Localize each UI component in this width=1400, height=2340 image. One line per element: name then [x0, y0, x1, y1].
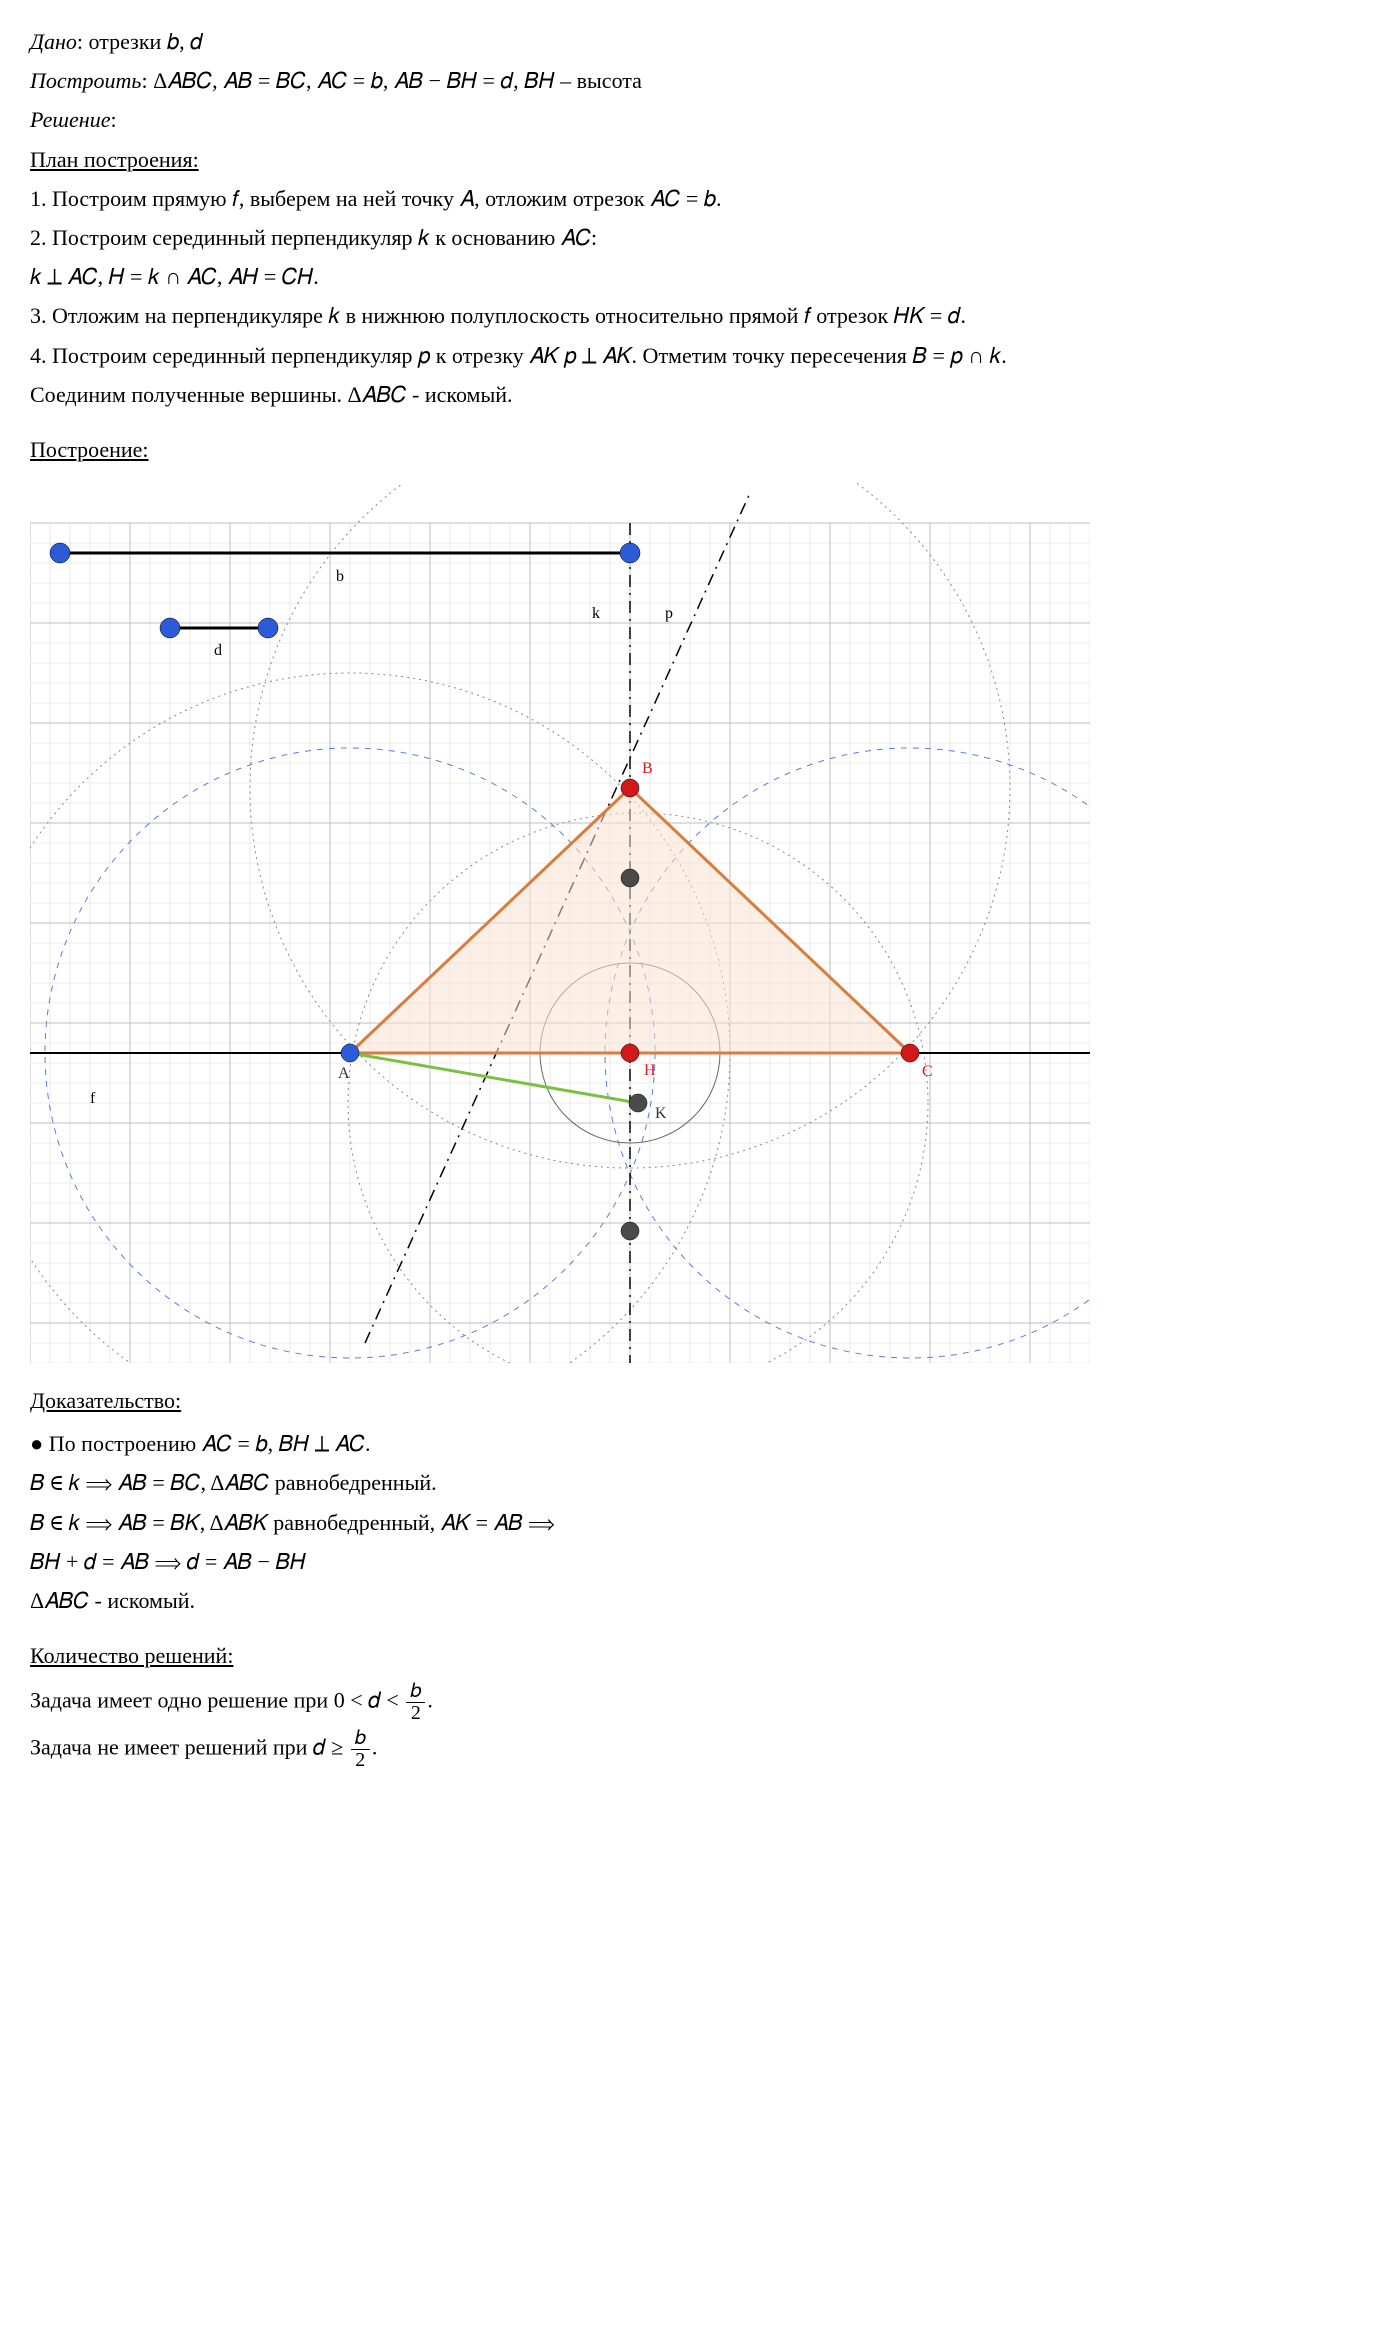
frac-den: 2 — [406, 1703, 425, 1724]
construct-label: Построить — [30, 68, 141, 93]
plan-step-final: Соединим полученные вершины. Δ𝐴𝐵𝐶 - иско… — [30, 377, 1370, 412]
solution-line: Решение: — [30, 102, 1370, 137]
svg-text:K: K — [655, 1105, 667, 1122]
period-2: . — [372, 1735, 378, 1760]
diagram-svg: b d k p f A C B H K — [30, 483, 1090, 1363]
plan-step-3: 3. Отложим на перпендикуляре 𝑘 в нижнюю … — [30, 298, 1370, 333]
svg-text:p: p — [665, 605, 673, 622]
proof-line-3: 𝐵 ∈ 𝑘 ⟹ 𝐴𝐵 = 𝐵𝐾, Δ𝐴𝐵𝐾 равнобедренный, 𝐴𝐾… — [30, 1505, 1370, 1540]
frac-num-2: 𝑏 — [351, 1728, 370, 1750]
proof-line-2: 𝐵 ∈ 𝑘 ⟹ 𝐴𝐵 = 𝐵𝐶, Δ𝐴𝐵𝐶 равнобедренный. — [30, 1465, 1370, 1500]
plan-title: План построения: — [30, 142, 1370, 177]
construct-line: Построить: Δ𝐴𝐵𝐶, 𝐴𝐵 = 𝐵𝐶, 𝐴𝐶 = 𝑏, 𝐴𝐵 − 𝐵… — [30, 63, 1370, 98]
svg-text:f: f — [90, 1090, 96, 1107]
solutions-line-2-prefix: Задача не имеет решений при 𝑑 ≥ — [30, 1735, 349, 1760]
proof-line-1: По построению 𝐴𝐶 = 𝑏, 𝐵𝐻 ⊥ 𝐴𝐶. — [30, 1426, 1370, 1461]
svg-text:H: H — [644, 1062, 656, 1079]
frac-num: 𝑏 — [406, 1681, 425, 1703]
proof-title: Доказательство: — [30, 1383, 1370, 1418]
construct-text: : Δ𝐴𝐵𝐶, 𝐴𝐵 = 𝐵𝐶, 𝐴𝐶 = 𝑏, 𝐴𝐵 − 𝐵𝐻 = 𝑑, 𝐵𝐻… — [141, 68, 641, 93]
solution-colon: : — [110, 107, 116, 132]
geometry-diagram: b d k p f A C B H K — [30, 483, 1090, 1363]
plan-step-1: 1. Построим прямую 𝑓, выберем на ней точ… — [30, 181, 1370, 216]
plan-step-2b: 𝑘 ⊥ 𝐴𝐶, 𝐻 = 𝑘 ∩ 𝐴𝐶, 𝐴𝐻 = 𝐶𝐻. — [30, 259, 1370, 294]
solutions-line-1-prefix: Задача имеет одно решение при 0 < 𝑑 < — [30, 1688, 404, 1713]
construction-title: Построение: — [30, 432, 1370, 467]
frac-den-2: 2 — [351, 1750, 370, 1771]
plan-step-4: 4. Построим серединный перпендикуляр 𝑝 к… — [30, 338, 1370, 373]
given-label: Дано — [30, 29, 77, 54]
svg-text:B: B — [642, 760, 653, 777]
proof-line-5: Δ𝐴𝐵𝐶 - искомый. — [30, 1583, 1370, 1618]
fraction-2: 𝑏2 — [351, 1728, 370, 1771]
solutions-line-1: Задача имеет одно решение при 0 < 𝑑 < 𝑏2… — [30, 1681, 1370, 1724]
svg-text:A: A — [338, 1065, 350, 1082]
solutions-title: Количество решений: — [30, 1638, 1370, 1673]
proof-line-4: 𝐵𝐻 + 𝑑 = 𝐴𝐵 ⟹ 𝑑 = 𝐴𝐵 − 𝐵𝐻 — [30, 1544, 1370, 1579]
given-text: : отрезки 𝑏, 𝑑 — [77, 29, 203, 54]
fraction-1: 𝑏2 — [406, 1681, 425, 1724]
svg-text:C: C — [922, 1063, 933, 1080]
svg-text:d: d — [214, 642, 222, 659]
svg-text:k: k — [592, 605, 600, 622]
given-line: Дано: отрезки 𝑏, 𝑑 — [30, 24, 1370, 59]
period-1: . — [427, 1688, 433, 1713]
plan-step-2: 2. Построим серединный перпендикуляр 𝑘 к… — [30, 220, 1370, 255]
solutions-line-2: Задача не имеет решений при 𝑑 ≥ 𝑏2. — [30, 1728, 1370, 1771]
solution-label: Решение — [30, 107, 110, 132]
svg-text:b: b — [336, 568, 344, 585]
